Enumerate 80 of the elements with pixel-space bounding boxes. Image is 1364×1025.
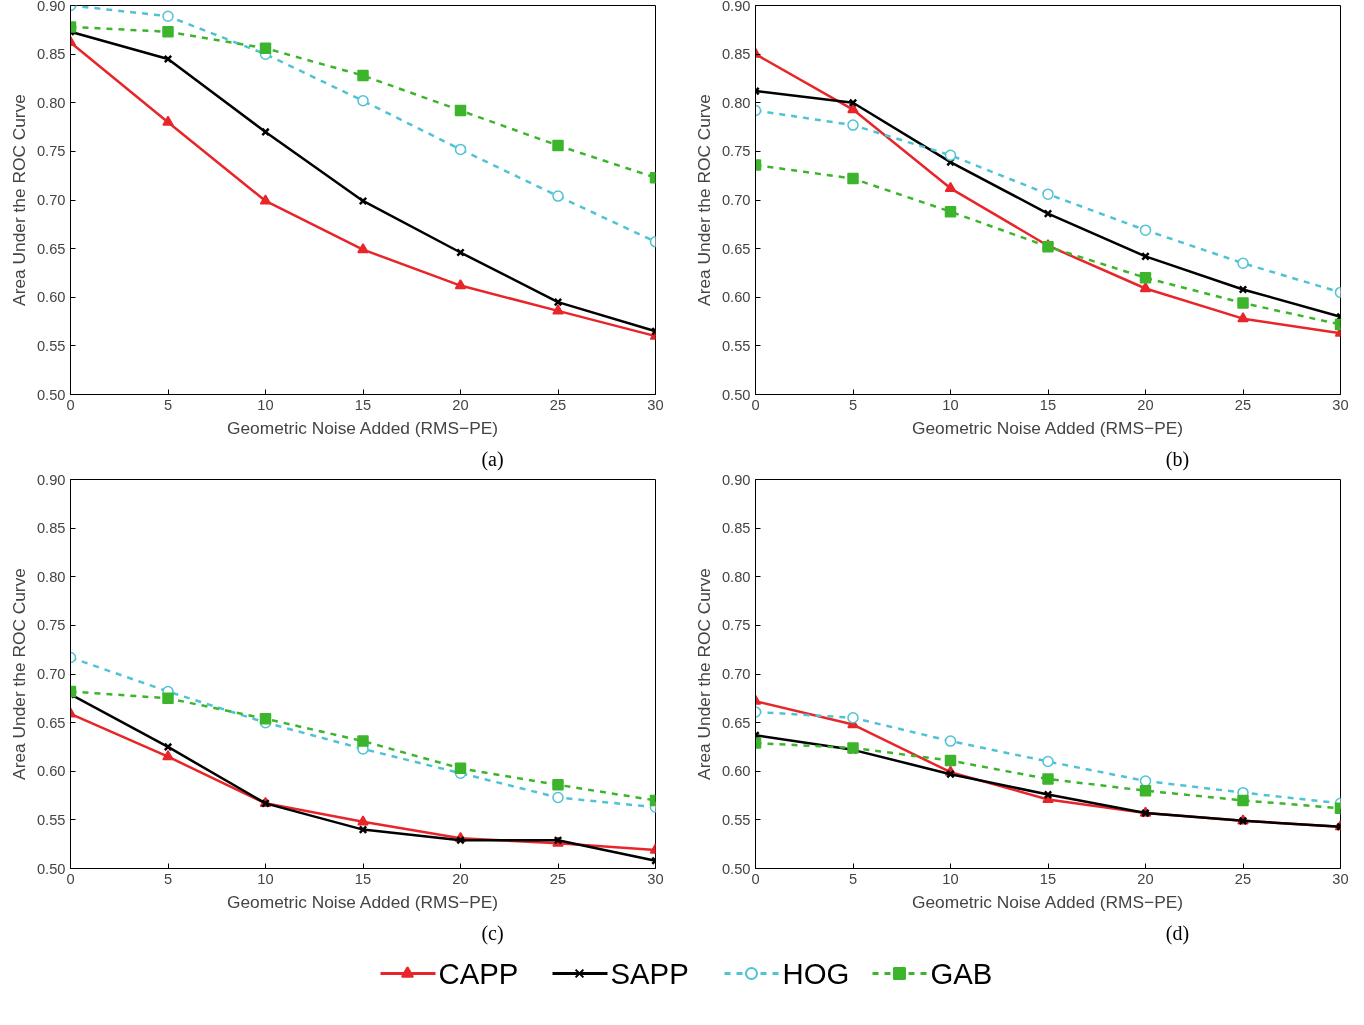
- y-tick-label: 0.75: [36, 143, 66, 160]
- y-tick-label: 0.50: [721, 860, 751, 877]
- legend-label: GAB: [930, 957, 993, 990]
- y-tick-label: 0.50: [721, 386, 751, 403]
- x-axis-title: Geometric Noise Added (RMS−PE): [911, 891, 1184, 912]
- y-tick-label: 0.60: [721, 763, 751, 780]
- x-tick-label: 0: [751, 396, 760, 413]
- x-tick-label: 30: [1332, 396, 1349, 413]
- y-tick-label: 0.50: [36, 386, 66, 403]
- y-tick-label: 0.65: [36, 714, 66, 731]
- x-axis-title: Geometric Noise Added (RMS−PE): [911, 417, 1184, 438]
- y-tick-label: 0.70: [36, 192, 66, 208]
- y-tick-label: 0.85: [721, 520, 751, 537]
- x-tick-label: 10: [942, 870, 959, 887]
- y-axis-title: Area Under the ROC Curve: [8, 568, 29, 780]
- x-tick-label: 0: [66, 396, 75, 413]
- x-tick-label: 25: [549, 870, 567, 887]
- y-axis-title: Area Under the ROC Curve: [8, 94, 29, 306]
- y-tick-label: 0.85: [36, 520, 66, 537]
- legend-label: HOG: [782, 957, 850, 990]
- legend-label: SAPP: [610, 957, 689, 990]
- text: (a): [481, 447, 504, 473]
- x-tick-label: 25: [549, 396, 567, 413]
- y-tick-label: 0.80: [721, 568, 751, 585]
- x-tick-label: 10: [257, 870, 274, 887]
- x-tick-label: 30: [647, 396, 664, 413]
- text: (c): [481, 921, 504, 947]
- text: (d): [1165, 921, 1190, 947]
- y-tick-label: 0.90: [36, 0, 66, 14]
- y-tick-label: 0.80: [36, 94, 66, 111]
- x-tick-label: 15: [354, 870, 372, 887]
- x-tick-label: 15: [354, 396, 372, 413]
- x-tick-label: 25: [1234, 870, 1252, 887]
- x-tick-label: 20: [452, 396, 469, 413]
- x-tick-label: 5: [163, 870, 173, 887]
- y-tick-label: 0.60: [721, 289, 751, 306]
- x-tick-label: 30: [1332, 870, 1349, 887]
- y-tick-label: 0.65: [721, 714, 751, 731]
- y-tick-label: 0.70: [721, 666, 751, 682]
- x-tick-label: 5: [163, 396, 173, 413]
- x-tick-label: 10: [942, 396, 959, 413]
- y-axis-title: Area Under the ROC Curve: [693, 568, 714, 780]
- y-tick-label: 0.55: [721, 811, 751, 828]
- y-tick-label: 0.70: [721, 192, 751, 208]
- x-tick-label: 20: [452, 870, 469, 887]
- y-tick-label: 0.50: [36, 860, 66, 877]
- y-tick-label: 0.55: [36, 337, 66, 354]
- x-tick-label: 10: [257, 396, 274, 413]
- y-tick-label: 0.65: [36, 240, 66, 257]
- y-tick-label: 0.55: [36, 811, 66, 828]
- y-tick-label: 0.90: [721, 471, 751, 488]
- y-tick-label: 0.60: [36, 289, 66, 306]
- y-tick-label: 0.90: [36, 471, 66, 488]
- x-tick-label: 30: [647, 870, 664, 887]
- x-tick-label: 15: [1039, 396, 1057, 413]
- x-tick-label: 0: [751, 870, 760, 887]
- y-tick-label: 0.70: [36, 666, 66, 682]
- y-tick-label: 0.75: [36, 617, 66, 634]
- y-tick-label: 0.75: [721, 617, 751, 634]
- x-tick-label: 25: [1234, 396, 1252, 413]
- legend-label: CAPP: [438, 957, 519, 990]
- y-tick-label: 0.85: [721, 46, 751, 63]
- y-tick-label: 0.65: [721, 240, 751, 257]
- y-tick-label: 0.85: [36, 46, 66, 63]
- y-tick-label: 0.75: [721, 143, 751, 160]
- y-tick-label: 0.55: [721, 337, 751, 354]
- x-tick-label: 0: [66, 870, 75, 887]
- x-tick-label: 15: [1039, 870, 1057, 887]
- y-axis-title: Area Under the ROC Curve: [693, 94, 714, 306]
- y-tick-label: 0.80: [721, 94, 751, 111]
- text: (b): [1165, 447, 1190, 473]
- y-tick-label: 0.90: [721, 0, 751, 14]
- x-tick-label: 5: [848, 870, 858, 887]
- y-tick-label: 0.60: [36, 763, 66, 780]
- y-tick-label: 0.80: [36, 568, 66, 585]
- x-tick-label: 20: [1137, 870, 1154, 887]
- x-axis-title: Geometric Noise Added (RMS−PE): [226, 891, 499, 912]
- x-axis-title: Geometric Noise Added (RMS−PE): [226, 417, 499, 438]
- x-tick-label: 5: [848, 396, 858, 413]
- x-tick-label: 20: [1137, 396, 1154, 413]
